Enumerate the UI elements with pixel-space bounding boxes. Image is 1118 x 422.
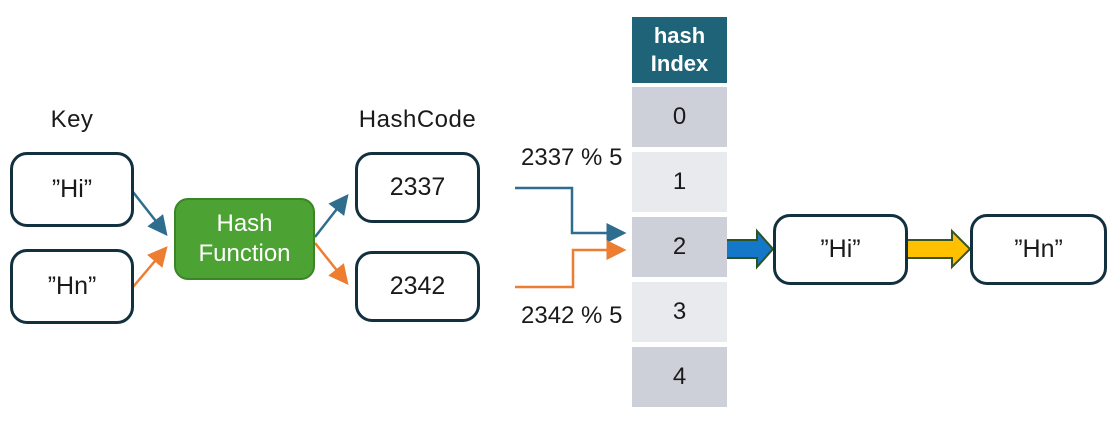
table-cell-index-3: 3 xyxy=(632,282,727,342)
key-node-hi-label: ”Hi” xyxy=(51,175,93,203)
table-cell-index-4: 4 xyxy=(632,347,727,407)
key-node-hi: ”Hi” xyxy=(10,152,134,227)
hash-index-header-line2: Index xyxy=(650,51,709,76)
key-node-hn-label: ”Hn” xyxy=(47,272,97,300)
chain-node-hn: ”Hn” xyxy=(970,214,1107,285)
table-cell-index-2: 2 xyxy=(632,217,727,277)
chain-node-hn-label: ”Hn” xyxy=(1014,235,1063,263)
hash-index-table-header: hash Index xyxy=(632,17,727,83)
chain-node-hi: ”Hi” xyxy=(773,214,908,285)
hashcode-node-2337-label: 2337 xyxy=(389,173,446,201)
hashcode-column-label: HashCode xyxy=(358,106,477,133)
hashcode-node-2342-label: 2342 xyxy=(389,272,446,300)
hash-function-node: Hash Function xyxy=(174,198,315,280)
table-cell-index-0: 0 xyxy=(632,87,727,147)
arrow-hashfunction-to-2337 xyxy=(314,194,349,238)
key-node-hn: ”Hn” xyxy=(10,249,134,324)
block-arrow-hi-to-hn xyxy=(905,228,972,270)
hashcode-node-2337: 2337 xyxy=(355,152,480,223)
key-column-label: Key xyxy=(50,106,94,133)
arrow-2337-to-index2 xyxy=(515,186,627,243)
arrow-hashfunction-to-2342 xyxy=(314,242,349,285)
arrow-hn-to-hashfunction xyxy=(132,246,168,288)
hash-function-label-line2: Function xyxy=(198,240,291,267)
table-cell-index-1: 1 xyxy=(632,152,727,212)
mod-expression-2342: 2342 % 5 xyxy=(521,302,623,329)
hash-function-label-line1: Hash xyxy=(216,210,273,237)
arrow-2342-to-index2 xyxy=(515,240,627,289)
mod-expression-2337: 2337 % 5 xyxy=(521,144,623,171)
chain-node-hi-label: ”Hi” xyxy=(820,235,861,263)
hashcode-node-2342: 2342 xyxy=(355,251,480,322)
arrow-hi-to-hashfunction xyxy=(132,191,168,236)
hash-index-header-line1: hash xyxy=(653,23,706,48)
